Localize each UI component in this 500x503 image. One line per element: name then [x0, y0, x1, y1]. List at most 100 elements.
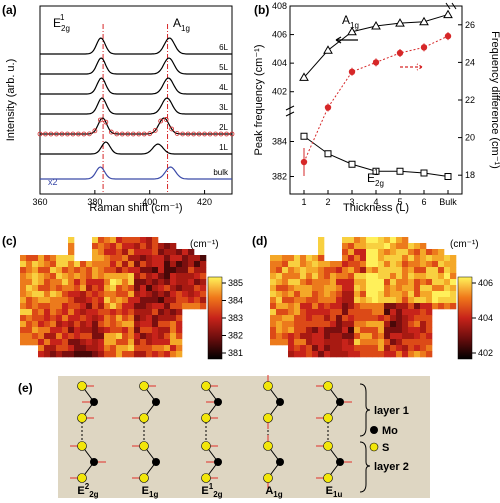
heatmap-cell: [50, 291, 57, 298]
heatmap-cell: [288, 327, 295, 334]
heatmap-cell: [342, 351, 349, 358]
heatmap-cell: [116, 243, 123, 250]
heatmap-cell: [152, 267, 159, 274]
heatmap-cell: [116, 255, 123, 262]
heatmap-cell: [26, 333, 33, 340]
heatmap-cell: [282, 321, 289, 328]
heatmap-cell: [348, 243, 355, 250]
heatmap-cell: [50, 333, 57, 340]
heatmap-cell: [122, 243, 129, 250]
heatmap-cell: [360, 255, 367, 262]
heatmap-cell: [170, 345, 177, 352]
a-peak-label-a1g: A1g: [173, 16, 190, 33]
e-sulfur-atom: [201, 381, 211, 391]
heatmap-cell: [176, 321, 183, 328]
heatmap-cell: [98, 339, 105, 346]
heatmap-cell: [110, 249, 117, 256]
heatmap-cell: [182, 255, 189, 262]
heatmap-cell: [122, 279, 129, 286]
heatmap-cell: [122, 327, 129, 334]
heatmap-cell: [20, 297, 27, 304]
e-sulfur-atom: [323, 473, 333, 483]
d-colorbar: [457, 276, 473, 360]
heatmap-cell: [282, 339, 289, 346]
heatmap-cell: [270, 303, 277, 310]
heatmap-cell: [188, 273, 195, 280]
heatmap-cell: [104, 345, 111, 352]
heatmap-cell: [360, 261, 367, 268]
heatmap-cell: [98, 285, 105, 292]
heatmap-cell: [426, 333, 433, 340]
colorbar-tick-label: 404: [478, 313, 493, 323]
heatmap-cell: [128, 273, 135, 280]
b-xtick-label: 6: [421, 197, 426, 207]
heatmap-cell: [312, 327, 319, 334]
heatmap-cell: [324, 327, 331, 334]
heatmap-cell: [92, 273, 99, 280]
heatmap-cell: [378, 255, 385, 262]
a-fit-point: [92, 128, 98, 134]
heatmap-cell: [170, 285, 177, 292]
heatmap-cell: [194, 255, 201, 262]
e-molybdenum-atom: [276, 458, 284, 466]
heatmap-cell: [312, 345, 319, 352]
heatmap-cell: [324, 273, 331, 280]
a-xtick-label: 360: [32, 197, 47, 207]
heatmap-cell: [182, 291, 189, 298]
b-xtick-label: 2: [325, 197, 330, 207]
heatmap-cell: [282, 291, 289, 298]
heatmap-cell: [420, 309, 427, 316]
heatmap-cell: [330, 279, 337, 286]
panel-label-e: (e): [18, 381, 33, 395]
heatmap-cell: [432, 261, 439, 268]
heatmap-cell: [92, 309, 99, 316]
heatmap-cell: [152, 279, 159, 286]
heatmap-cell: [276, 279, 283, 286]
heatmap-cell: [92, 333, 99, 340]
heatmap-cell: [438, 261, 445, 268]
heatmap-cell: [444, 291, 451, 298]
heatmap-cell: [92, 291, 99, 298]
heatmap-cell: [312, 279, 319, 286]
heatmap-cell: [360, 339, 367, 346]
heatmap-cell: [104, 321, 111, 328]
heatmap-cell: [300, 261, 307, 268]
heatmap-cell: [270, 321, 277, 328]
heatmap-cell: [188, 297, 195, 304]
heatmap-cell: [402, 321, 409, 328]
heatmap-cell: [288, 321, 295, 328]
heatmap-cell: [414, 273, 421, 280]
heatmap-cell: [122, 297, 129, 304]
heatmap-cell: [342, 255, 349, 262]
heatmap-cell: [306, 297, 313, 304]
heatmap-cell: [366, 237, 373, 244]
heatmap-cell: [146, 309, 153, 316]
heatmap-cell: [396, 255, 403, 262]
heatmap-cell: [128, 243, 135, 250]
e-sulfur-atom: [263, 413, 273, 423]
heatmap-cell: [56, 339, 63, 346]
heatmap-cell: [38, 297, 45, 304]
heatmap-cell: [134, 279, 141, 286]
heatmap-cell: [62, 345, 69, 352]
heatmap-cell: [288, 267, 295, 274]
heatmap-cell: [366, 243, 373, 250]
heatmap-cell: [20, 273, 27, 280]
heatmap-cell: [158, 297, 165, 304]
heatmap-cell: [134, 333, 141, 340]
heatmap-cell: [188, 291, 195, 298]
heatmap-cell: [68, 273, 75, 280]
e-sulfur-atom: [263, 381, 273, 391]
a-fit-point: [141, 131, 147, 137]
heatmap-cell: [360, 303, 367, 310]
a-spectra: 6L 5L 4L 3L 2L 1L bulk: [37, 37, 235, 180]
heatmap-cell: [176, 291, 183, 298]
heatmap-e2g: (c) (cm⁻¹) 385 384 383 382 381: [2, 234, 243, 360]
b-point-diff: [372, 59, 380, 66]
heatmap-cell: [312, 297, 319, 304]
heatmap-cell: [342, 339, 349, 346]
heatmap-cell: [318, 273, 325, 280]
heatmap-cell: [92, 267, 99, 274]
heatmap-cell: [414, 351, 421, 358]
heatmap-cell: [38, 327, 45, 334]
